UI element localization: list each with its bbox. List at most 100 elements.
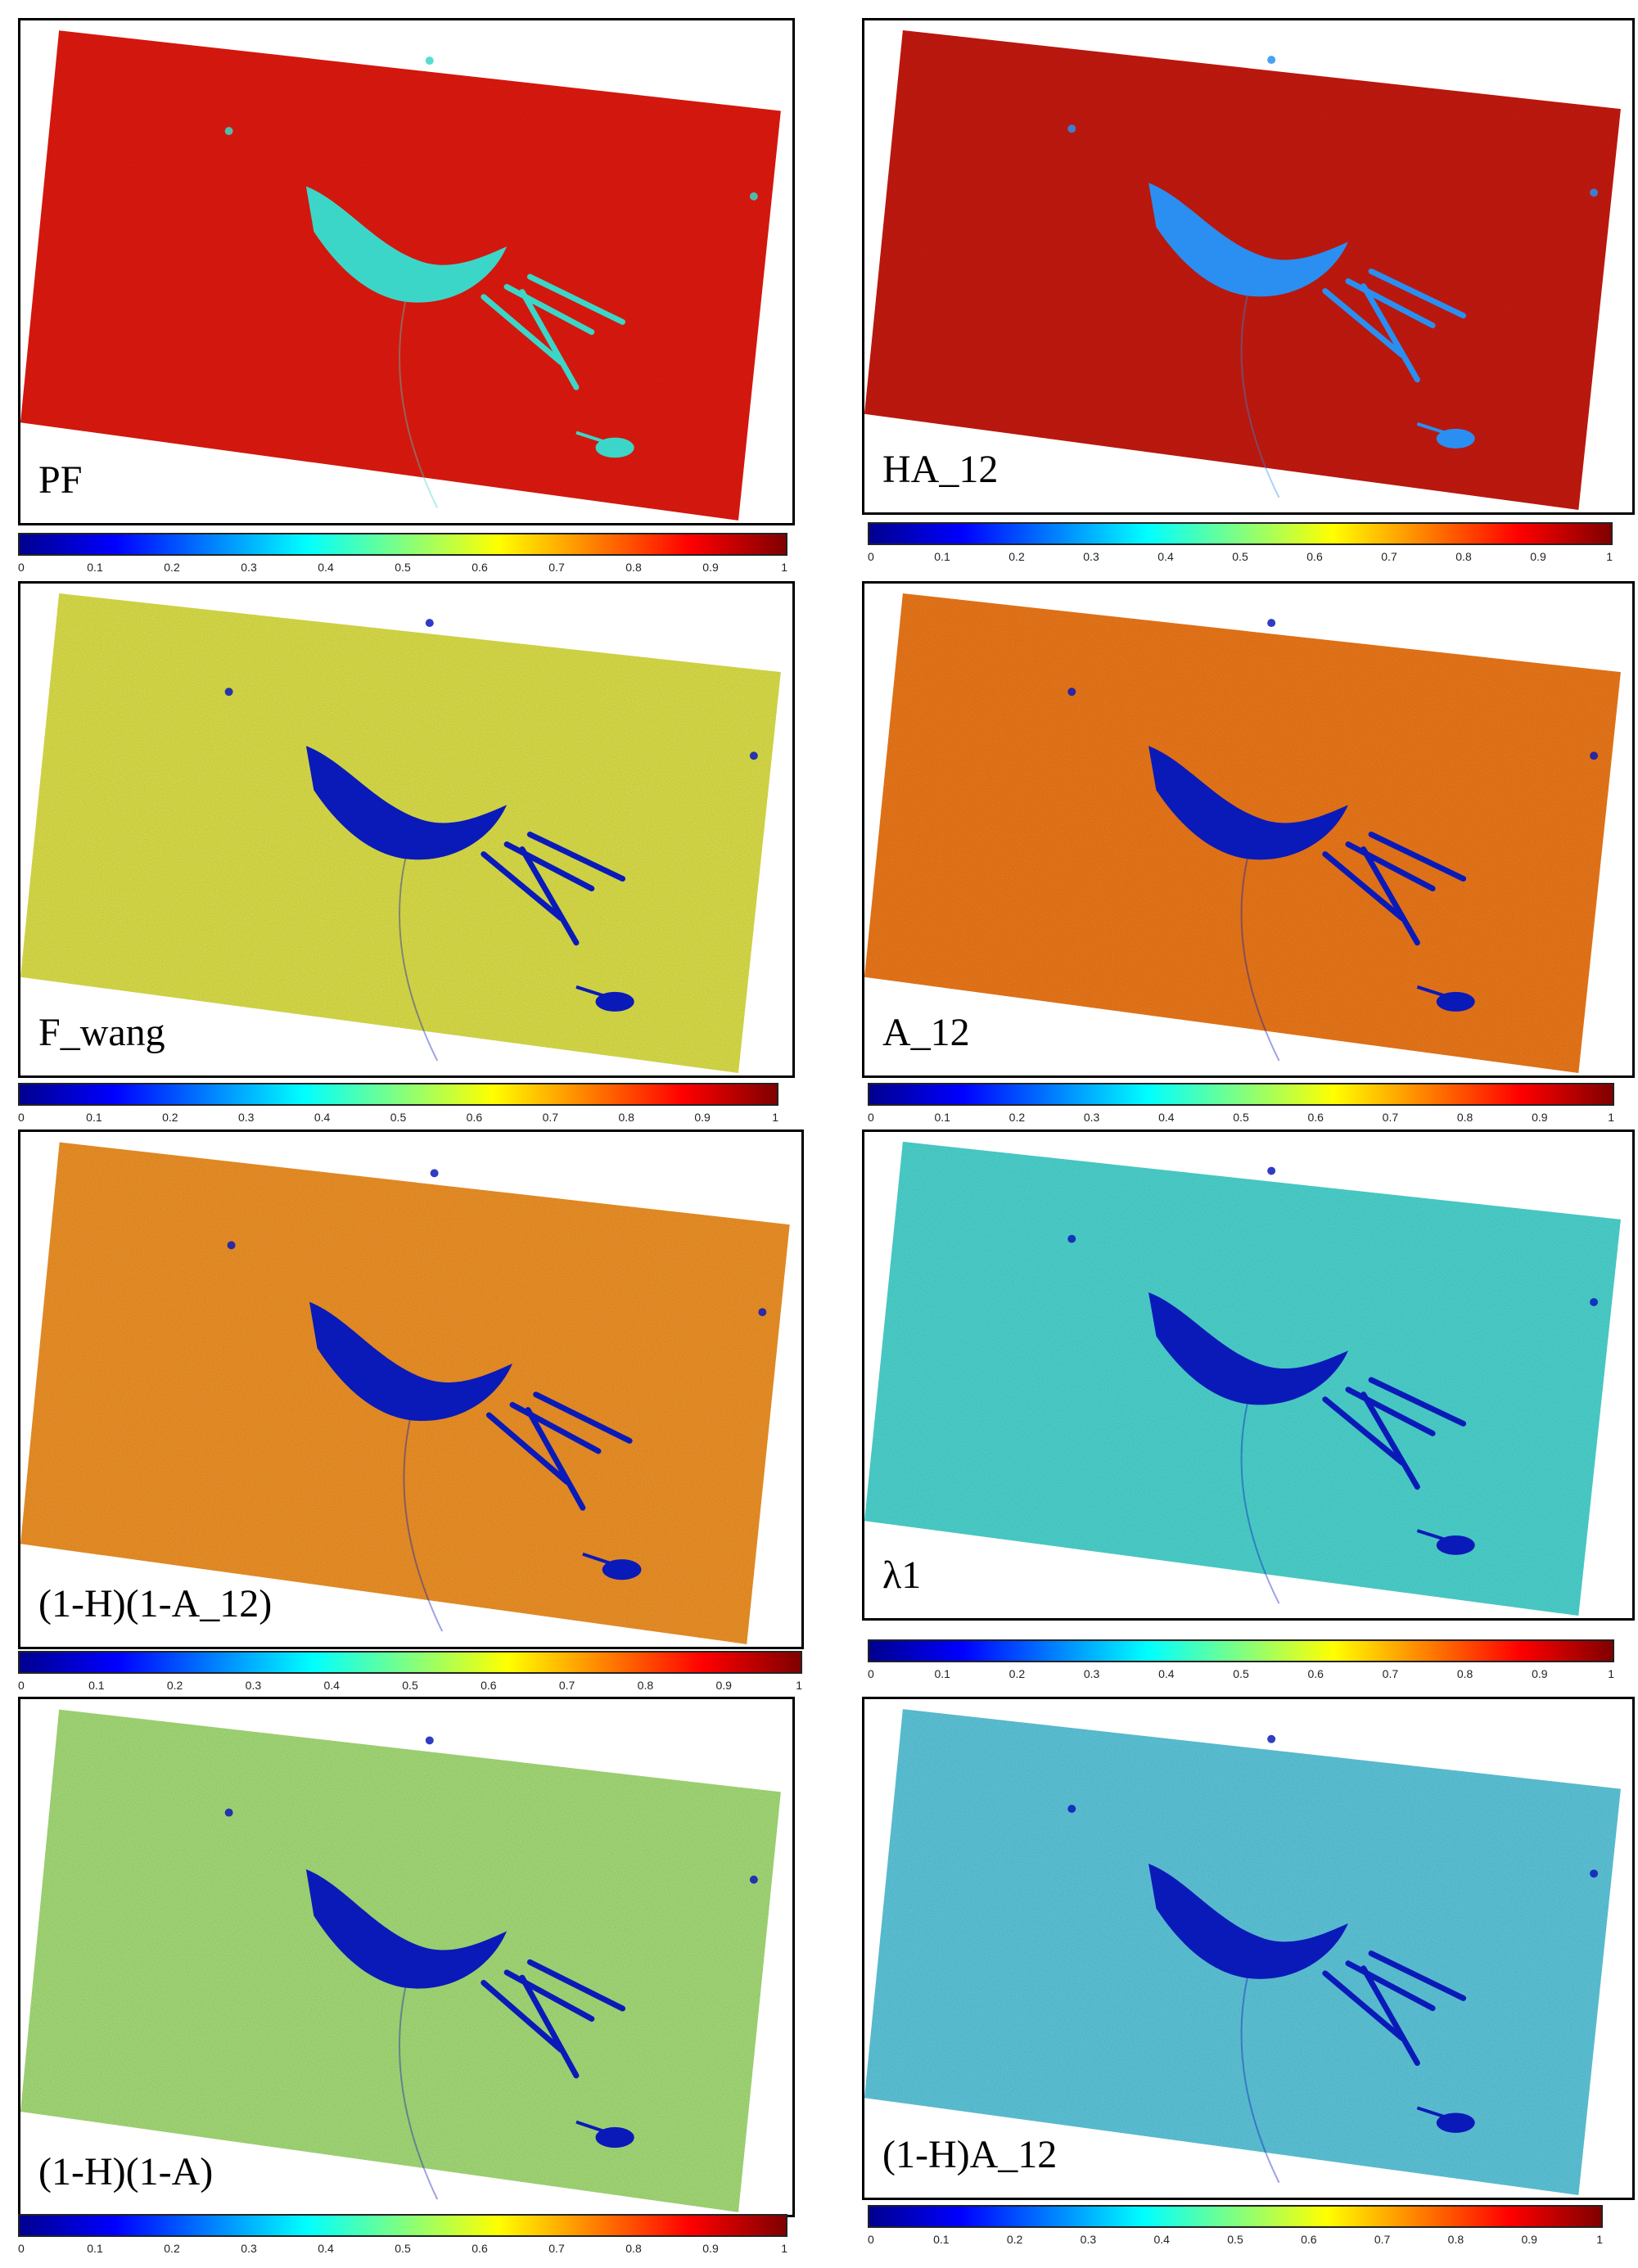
sar-map-image <box>20 1709 781 2212</box>
oil-streak <box>481 294 564 365</box>
oil-streak <box>519 289 580 390</box>
dark-spot <box>1067 124 1076 133</box>
colorbar-tick-label: 0.1 <box>933 2233 950 2246</box>
dark-spot <box>227 1241 236 1250</box>
oil-streak <box>1416 422 1464 440</box>
colorbar-tick-label: 0 <box>868 550 874 563</box>
colorbar-tick-label: 0.6 <box>1301 2233 1317 2246</box>
colorbar-fwang: 0 0.1 0.2 0.3 0.4 0.5 0.6 0.7 0.8 0.9 1 <box>18 1083 778 1132</box>
dark-spot <box>224 1808 233 1817</box>
oil-slick-main <box>305 746 508 860</box>
panel-label: A_12 <box>882 1011 970 1054</box>
oil-streak <box>485 1412 571 1486</box>
colorbar-tick-label: 0.3 <box>1083 1111 1100 1124</box>
sar-map-image <box>864 1141 1621 1616</box>
colorbar-tick-label: 0.5 <box>1232 550 1248 563</box>
colorbar-tick-label: 0.2 <box>166 1679 183 1692</box>
dark-spot <box>1067 1234 1076 1243</box>
colorbar-tick-label: 0.8 <box>1456 1111 1473 1124</box>
colorbar-tick-label: 0.1 <box>934 1667 950 1680</box>
colorbar-tick-label: 0.2 <box>164 561 180 574</box>
oil-streak <box>1322 288 1406 358</box>
sar-map-image <box>20 1142 790 1644</box>
map-panel-lambda1: λ1 <box>862 1129 1635 1621</box>
oil-streak <box>525 1407 586 1511</box>
dark-spot <box>1067 688 1076 697</box>
colorbar-tick-label: 0.4 <box>318 561 334 574</box>
map-panel-a12: A_12 <box>862 581 1635 1078</box>
sar-map-image <box>20 593 781 1073</box>
oil-streak <box>1322 1970 1406 2041</box>
colorbar-tick-label: 0.4 <box>323 1679 340 1692</box>
colorbar-tick-label: 0.8 <box>625 561 642 574</box>
colorbar-ticks: 0 0.1 0.2 0.3 0.4 0.5 0.6 0.7 0.8 0.9 1 <box>18 1679 802 1695</box>
colorbar-tick-label: 0.5 <box>395 561 411 574</box>
oil-streak <box>1416 1529 1464 1547</box>
dark-spot <box>224 688 233 697</box>
colorbar-tick-label: 0.7 <box>558 1679 575 1692</box>
colorbar-tick-label: 0.5 <box>1233 1111 1249 1124</box>
colorbar-ticks: 0 0.1 0.2 0.3 0.4 0.5 0.6 0.7 0.8 0.9 1 <box>868 2233 1603 2249</box>
colorbar-tick-label: 0.6 <box>1307 1111 1324 1124</box>
colorbar-1h1a12: 0 0.1 0.2 0.3 0.4 0.5 0.6 0.7 0.8 0.9 1 <box>18 1651 802 1700</box>
colorbar-tick-label: 1 <box>1606 550 1613 563</box>
colorbar-gradient <box>18 1651 802 1674</box>
colorbar-tick-label: 0.4 <box>1153 2233 1170 2246</box>
colorbar-tick-label: 0.5 <box>1227 2233 1243 2246</box>
panel-label: (1-H)(1-A) <box>38 2150 214 2194</box>
colorbar-ticks: 0 0.1 0.2 0.3 0.4 0.5 0.6 0.7 0.8 0.9 1 <box>868 550 1613 566</box>
colorbar-tick-label: 0.9 <box>694 1111 711 1124</box>
oil-streak <box>1360 283 1420 383</box>
colorbar-tick-label: 0 <box>868 1111 874 1124</box>
colorbar-tick-label: 0 <box>18 1111 25 1124</box>
panel-label: F_wang <box>38 1011 165 1054</box>
colorbar-gradient <box>868 522 1613 545</box>
oil-streak <box>533 1391 633 1444</box>
colorbar-gradient <box>18 1083 778 1106</box>
colorbar-tick-label: 0.6 <box>472 561 488 574</box>
oil-slick-main <box>305 1869 508 1989</box>
oil-streak <box>1322 1396 1406 1466</box>
oil-streak <box>1368 268 1467 319</box>
panel-label: (1-H)A_12 <box>882 2133 1058 2176</box>
colorbar-tick-label: 0.9 <box>1521 2233 1537 2246</box>
colorbar-ticks: 0 0.1 0.2 0.3 0.4 0.5 0.6 0.7 0.8 0.9 1 <box>18 561 787 577</box>
colorbar-tick-label: 0.1 <box>88 1679 105 1692</box>
dark-spot <box>1267 56 1276 65</box>
colorbar-tick-label: 0.3 <box>241 2242 257 2255</box>
ship-wake <box>399 296 439 509</box>
colorbar-tick-label: 0.6 <box>472 2242 488 2255</box>
colorbar-tick-label: 0.2 <box>1009 1111 1026 1124</box>
colorbar-tick-label: 0.6 <box>1306 550 1323 563</box>
colorbar-tick-label: 0.6 <box>466 1111 483 1124</box>
colorbar-tick-label: 0.2 <box>1009 1667 1026 1680</box>
sar-map-image <box>864 593 1621 1073</box>
colorbar-tick-label: 1 <box>796 1679 802 1692</box>
sar-map-image <box>20 30 781 521</box>
colorbar-tick-label: 0.9 <box>702 561 719 574</box>
colorbar-gradient <box>18 533 787 556</box>
oil-streak <box>526 832 626 882</box>
dark-spot <box>425 56 434 65</box>
colorbar-tick-label: 0.2 <box>164 2242 180 2255</box>
oil-streak <box>1322 851 1406 922</box>
colorbar-tick-label: 0.2 <box>162 1111 178 1124</box>
dark-spot <box>1590 751 1599 760</box>
colorbar-tick-label: 0.2 <box>1009 550 1025 563</box>
colorbar-tick-label: 1 <box>1608 1111 1614 1124</box>
oil-streak <box>575 2120 624 2139</box>
colorbar-tick-label: 0.9 <box>702 2242 719 2255</box>
oil-streak <box>526 273 626 325</box>
dark-spot <box>1267 1734 1276 1743</box>
oil-slick-main <box>1148 183 1348 297</box>
dark-spot <box>1590 1297 1599 1306</box>
oil-streak <box>582 1552 630 1571</box>
colorbar-1h1a: 0 0.1 0.2 0.3 0.4 0.5 0.6 0.7 0.8 0.9 1 <box>18 2214 787 2263</box>
colorbar-tick-label: 1 <box>772 1111 778 1124</box>
colorbar-tick-label: 0.7 <box>1374 2233 1391 2246</box>
ship-wake <box>1240 1399 1280 1604</box>
ship-wake <box>1240 291 1280 498</box>
colorbar-tick-label: 0 <box>18 2242 25 2255</box>
colorbar-ha12: 0 0.1 0.2 0.3 0.4 0.5 0.6 0.7 0.8 0.9 1 <box>868 522 1613 571</box>
dark-spot <box>224 127 233 136</box>
